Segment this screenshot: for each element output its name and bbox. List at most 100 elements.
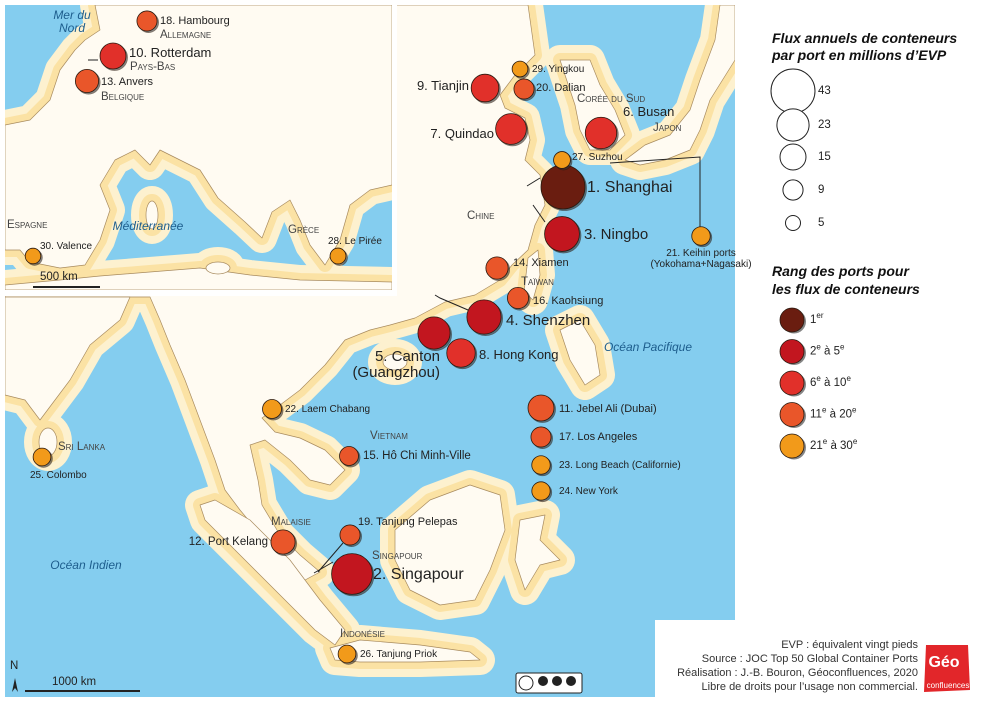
superscript: e — [846, 374, 851, 383]
country-label: Japon — [653, 122, 682, 134]
label-line: Océan Pacifique — [604, 340, 692, 354]
port-marker — [584, 116, 618, 150]
label-line: Méditerranée — [113, 219, 184, 233]
country-label: Chine — [467, 210, 494, 222]
cc-icon — [566, 676, 576, 686]
label-line: par port en millions d’EVP — [771, 47, 947, 63]
label-line: Flux annuels de conteneurs — [772, 30, 957, 46]
label-line: 22. Laem Chabang — [285, 404, 370, 415]
port-marker — [470, 73, 500, 103]
port-label: 9. Tianjin — [417, 78, 469, 93]
leader-line — [434, 294, 469, 311]
port-marker — [339, 524, 361, 546]
label-line: 27. Suzhou — [572, 152, 623, 163]
port-label: 12. Port Kelang — [189, 536, 268, 548]
port-marker — [99, 42, 127, 70]
europe-inset — [5, 5, 392, 290]
cc-frame — [515, 672, 583, 694]
sea-label: Océan Pacifique — [604, 340, 692, 354]
sea-label: Océan Indien — [50, 558, 122, 572]
port-label: 19. Tanjung Pelepas — [358, 516, 458, 528]
label-line: Nord — [59, 21, 85, 35]
label-line: Rang des ports pour — [772, 263, 910, 279]
label-part: 2 — [810, 346, 816, 358]
cc-icon — [552, 676, 562, 686]
port-marker — [531, 455, 551, 475]
label-line: 3. Ningbo — [584, 226, 648, 243]
scale-bars: 500 km 1000 km N — [10, 271, 140, 692]
port-label: 27. Suzhou — [572, 152, 623, 163]
scale-label: 1000 km — [52, 676, 96, 688]
country-label: Indonésie — [340, 628, 385, 640]
port-marker — [339, 446, 359, 466]
label-line: 14. Xiamen — [513, 257, 569, 269]
label-line: 10. Rotterdam — [129, 45, 211, 60]
port-label: 8. Hong Kong — [479, 347, 559, 362]
leader-lines — [88, 59, 701, 574]
label-line: 19. Tanjung Pelepas — [358, 516, 458, 528]
port-marker — [511, 60, 529, 78]
label-line: 12. Port Kelang — [189, 536, 268, 548]
port-marker — [337, 644, 357, 664]
label-line: 17. Los Angeles — [559, 431, 638, 443]
legend-size-label: 5 — [818, 217, 824, 229]
port-marker — [136, 10, 158, 32]
label-part: 1 — [810, 314, 816, 326]
scale-label: 500 km — [40, 271, 78, 283]
label-line: 30. Valence — [40, 241, 93, 252]
label-part: à 10 — [821, 377, 847, 389]
port-label: 30. Valence — [40, 241, 93, 252]
port-marker — [329, 247, 347, 265]
label-part: à 20 — [826, 409, 852, 421]
legend-rank-label: 1er — [810, 311, 824, 326]
label-line: 15. Hô Chi Minh-Ville — [363, 450, 471, 462]
port-label: 13. Anvers — [101, 76, 153, 88]
port-label: 24. New York — [559, 486, 619, 497]
label-line: 2. Singapour — [373, 566, 464, 583]
country-label: Grèce — [288, 224, 319, 236]
label-line: 21. Keihin ports — [666, 248, 736, 259]
sea-label: Mer du Nord — [53, 8, 91, 35]
port-label: 15. Hô Chi Minh-Ville — [363, 450, 471, 462]
label-line: (Yokohama+Nagasaki) — [650, 259, 751, 270]
port-marker — [417, 316, 451, 350]
label-part: à 30 — [827, 440, 853, 452]
port-label: 11. Jebel Ali (Dubai) — [559, 403, 657, 415]
port-marker — [270, 529, 296, 555]
legend-rank-label: 2e à 5e — [810, 342, 845, 357]
label-line: 20. Dalian — [536, 82, 586, 94]
legend-rank-label: 11e à 20e — [810, 405, 857, 420]
leader-line — [317, 542, 344, 573]
port-label: 2. Singapour — [373, 566, 464, 583]
port-marker — [691, 226, 711, 246]
label-part: 21 — [810, 440, 823, 452]
label-line: 18. Hambourg — [160, 15, 230, 27]
label-line: 24. New York — [559, 486, 619, 497]
label-line: (Guangzhou) — [352, 364, 440, 381]
sea-label: Méditerranée — [113, 219, 184, 233]
legend-rank-label: 21e à 30e — [810, 437, 858, 452]
country-label: Malaisie — [271, 516, 311, 528]
superscript: e — [823, 437, 828, 446]
country-label: Allemagne — [160, 29, 211, 41]
port-marker — [32, 447, 52, 467]
port-label: 10. Rotterdam — [129, 45, 211, 60]
cc-icon — [538, 676, 548, 686]
superscript: e — [852, 405, 857, 414]
port-label: 18. Hambourg — [160, 15, 230, 27]
credit-line: Libre de droits pour l’usage non commerc… — [702, 681, 918, 693]
port-marker — [527, 394, 555, 422]
label-part: 11 — [810, 409, 822, 421]
label-line: 16. Kaohsiung — [533, 295, 603, 307]
label-line: 28. Le Pirée — [328, 236, 382, 247]
legend-rank-swatch — [779, 402, 805, 427]
label-line: Mer du — [53, 8, 91, 22]
legend-size-circle — [776, 108, 810, 142]
country-label: Pays-Bas — [130, 61, 175, 73]
port-label: 14. Xiamen — [513, 257, 569, 269]
legend-size-label: 9 — [818, 184, 824, 196]
country-label: Espagne — [7, 219, 47, 231]
legend-rank-swatch — [779, 370, 805, 396]
port-marker — [544, 216, 580, 252]
north-label: N — [10, 660, 18, 672]
